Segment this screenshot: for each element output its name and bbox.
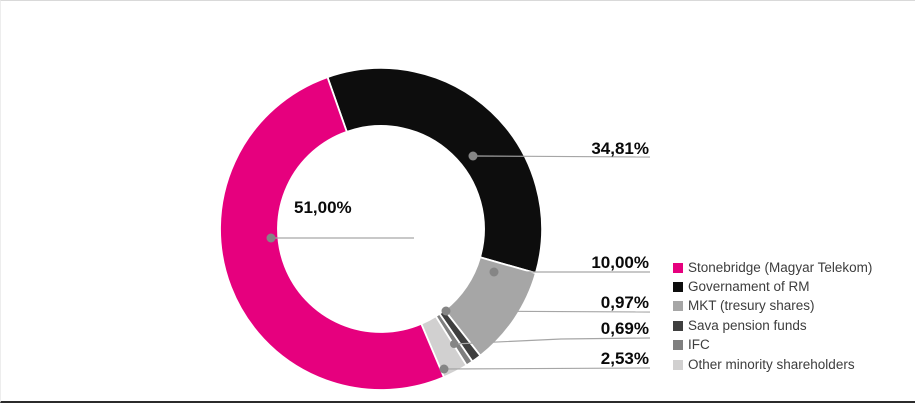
donut-slices bbox=[219, 67, 543, 391]
leader-dot-mkt bbox=[489, 267, 499, 277]
legend-label: Other minority shareholders bbox=[688, 356, 855, 372]
legend-marker-ifc bbox=[673, 340, 683, 351]
legend-label: MKT (tresury shares) bbox=[688, 298, 815, 314]
legend-marker-mkt bbox=[673, 301, 683, 312]
legend-item-stonebridge: Stonebridge (Magyar Telekom) bbox=[673, 258, 872, 277]
legend-item-mkt: MKT (tresury shares) bbox=[673, 297, 872, 316]
leader-dot-stonebridge bbox=[266, 233, 276, 243]
legend-label: Stonebridge (Magyar Telekom) bbox=[688, 259, 873, 275]
callout-label-governament: 34,81% bbox=[591, 139, 649, 158]
legend-marker-stonebridge bbox=[673, 262, 683, 273]
callout-label-sava: 0,97% bbox=[600, 293, 649, 312]
callout-label-stonebridge: 51,00% bbox=[294, 198, 352, 217]
donut-slice-0 bbox=[219, 76, 445, 391]
leader-dots bbox=[266, 151, 499, 374]
chart-legend: Stonebridge (Magyar Telekom) Governament… bbox=[673, 258, 872, 374]
leader-dot-ifc bbox=[450, 340, 458, 348]
legend-marker-sava bbox=[673, 320, 683, 331]
legend-marker-other bbox=[673, 359, 683, 370]
leader-line-governament bbox=[472, 155, 651, 158]
leader-line-other bbox=[443, 367, 651, 370]
legend-label: Sava pension funds bbox=[688, 317, 807, 333]
callout-label-mkt: 10,00% bbox=[591, 253, 649, 272]
legend-item-other: Other minority shareholders bbox=[673, 355, 872, 374]
leader-line-ifc bbox=[453, 337, 651, 345]
donut-slice-1 bbox=[326, 67, 543, 275]
legend-label: Governament of RM bbox=[688, 279, 810, 295]
legend-item-governament: Governament of RM bbox=[673, 277, 872, 296]
leader-dot-sava bbox=[441, 306, 451, 316]
callout-label-ifc: 0,69% bbox=[600, 319, 649, 338]
leader-dot-governament bbox=[468, 151, 478, 161]
callout-label-other: 2,53% bbox=[600, 349, 649, 368]
leader-dot-other bbox=[439, 364, 449, 374]
legend-label: IFC bbox=[688, 337, 710, 353]
legend-item-ifc: IFC bbox=[673, 336, 872, 355]
leader-line-sava bbox=[445, 310, 651, 313]
leader-lines bbox=[271, 155, 651, 370]
legend-item-sava: Sava pension funds bbox=[673, 316, 872, 335]
legend-marker-governament bbox=[673, 282, 683, 293]
